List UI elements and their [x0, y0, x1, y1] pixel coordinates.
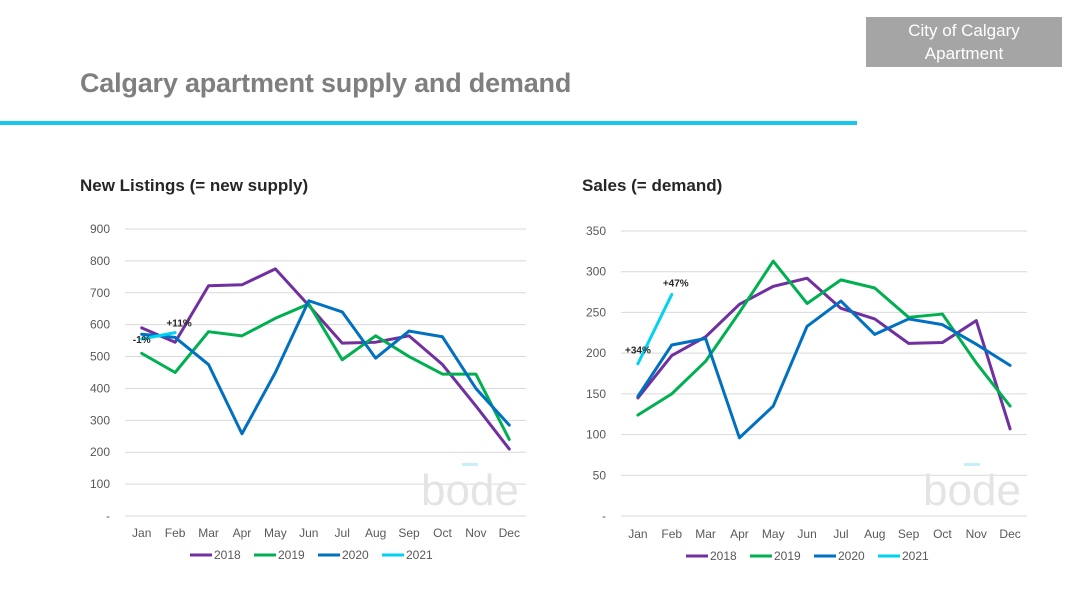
sales-chart: Sales (= demand) - 50 100 150 200 250 300 350 Jan…: [582, 176, 1027, 563]
x-tick-label: Mar: [198, 526, 219, 540]
series-line-2021: [636, 293, 674, 366]
y-tick-label: 900: [90, 222, 110, 236]
badge-line-2: Apartment: [924, 44, 1004, 63]
y-tick-label: 700: [90, 286, 110, 300]
legend-label-2021: 2021: [406, 548, 433, 562]
x-tick-label: Jul: [335, 526, 350, 540]
x-tick-label: Jun: [299, 526, 318, 540]
x-tick-label: Jan: [628, 527, 647, 541]
legend-label-2018: 2018: [214, 548, 241, 562]
series-line-2019: [140, 302, 511, 441]
x-tick-label: Dec: [499, 526, 520, 540]
y-tick-label: 100: [586, 428, 606, 442]
series-line-2020: [140, 299, 511, 436]
y-tick-label: 100: [90, 477, 110, 491]
y-tick-label: 800: [90, 254, 110, 268]
x-tick-label: Jan: [132, 526, 151, 540]
x-tick-label: Nov: [465, 526, 486, 540]
bode-watermark: bode: [923, 466, 1021, 515]
series-line-2020: [636, 299, 1012, 440]
y-tick-label: 350: [586, 224, 606, 238]
y-tick-label: 600: [90, 318, 110, 332]
x-tick-label: Oct: [933, 527, 952, 541]
bode-watermark: bode: [421, 466, 519, 515]
y-tick-label: 300: [90, 413, 110, 427]
y-tick-label: 200: [586, 346, 606, 360]
x-tick-label: Sep: [398, 526, 420, 540]
x-tick-label: Nov: [966, 527, 987, 541]
watermark-accent: [964, 463, 980, 466]
city-badge: City of Calgary Apartment: [866, 17, 1062, 67]
x-tick-label: Feb: [661, 527, 682, 541]
y-tick-label: 250: [586, 305, 606, 319]
x-tick-label: Oct: [433, 526, 452, 540]
x-tick-label: Sep: [898, 527, 920, 541]
annotation-label: +34%: [625, 346, 651, 357]
y-tick-label: -: [106, 509, 110, 523]
watermark-accent: [462, 463, 478, 466]
legend-label-2019: 2019: [774, 549, 801, 563]
x-tick-label: Aug: [864, 527, 885, 541]
badge-line-1: City of Calgary: [908, 21, 1020, 40]
legend-label-2020: 2020: [342, 548, 369, 562]
chart-title: Sales (= demand): [582, 176, 722, 195]
x-tick-label: Feb: [165, 526, 186, 540]
series-line-2021: [140, 331, 177, 341]
x-tick-label: Jul: [833, 527, 848, 541]
series-line-2019: [636, 259, 1012, 417]
y-tick-label: 200: [90, 445, 110, 459]
legend-label-2018: 2018: [710, 549, 737, 563]
chart-title: New Listings (= new supply): [80, 176, 308, 195]
x-tick-label: Apr: [730, 527, 749, 541]
new-listings-chart: New Listings (= new supply) - 100 200 300 400…: [80, 176, 526, 562]
annotation-label: +11%: [166, 319, 191, 330]
legend-label-2021: 2021: [902, 549, 929, 563]
annotation-label: +47%: [663, 279, 689, 290]
x-tick-label: May: [264, 526, 287, 540]
series-line-2018: [140, 267, 511, 451]
annotation-label: -1%: [133, 335, 151, 346]
x-tick-label: May: [762, 527, 785, 541]
legend-label-2019: 2019: [278, 548, 305, 562]
x-tick-label: Jun: [797, 527, 816, 541]
y-tick-label: 500: [90, 350, 110, 364]
y-tick-label: 300: [586, 265, 606, 279]
y-tick-label: -: [602, 509, 606, 523]
x-tick-label: Dec: [999, 527, 1020, 541]
x-tick-label: Mar: [695, 527, 716, 541]
legend-label-2020: 2020: [838, 549, 865, 563]
y-tick-label: 400: [90, 381, 110, 395]
title-underline: [0, 121, 857, 125]
x-tick-label: Apr: [233, 526, 252, 540]
page-title: Calgary apartment supply and demand: [80, 68, 572, 98]
x-tick-label: Aug: [365, 526, 386, 540]
y-tick-label: 150: [586, 387, 606, 401]
y-tick-label: 50: [593, 468, 607, 482]
